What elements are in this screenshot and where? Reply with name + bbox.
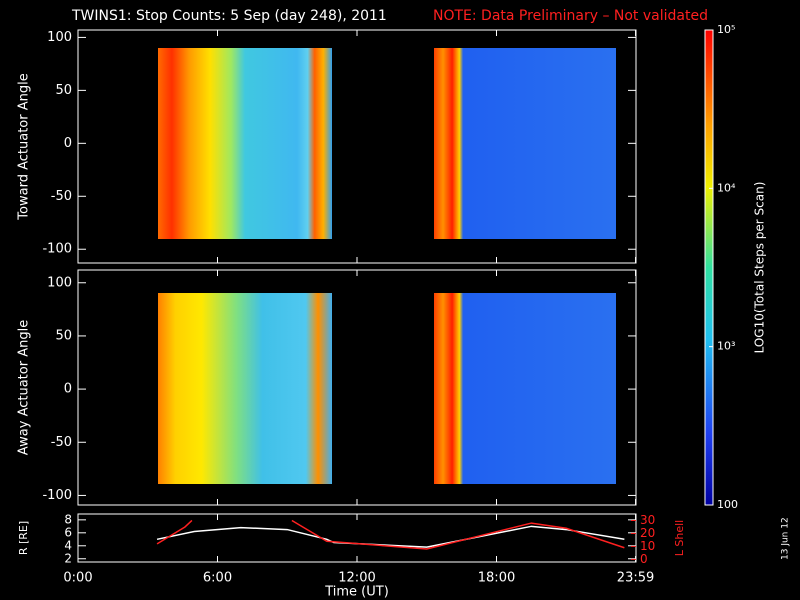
y-tick-label: 100 [47, 275, 72, 290]
x-tick-label: 18:00 [478, 571, 515, 586]
colorbar-tick-label: 100 [717, 498, 738, 511]
y2-axis-label: L Shell [673, 520, 686, 556]
y2-tick-label: 0 [640, 552, 648, 566]
x-tick-label: 6:00 [203, 571, 232, 586]
y-tick-label: 50 [55, 328, 72, 343]
colorbar-tick-label: 10⁵ [717, 23, 735, 36]
y-tick-label: 0 [64, 136, 72, 151]
y-tick-label: -50 [51, 189, 72, 204]
y-axis-label: Toward Actuator Angle [17, 73, 32, 220]
colorbar-label: LOG10(Total Steps per Scan) [753, 182, 767, 354]
colorbar-tick-label: 10³ [717, 340, 735, 353]
x-tick-label: 23:59 [617, 571, 654, 586]
series-line [156, 525, 625, 548]
colorbar-tick-label: 10⁴ [717, 181, 736, 194]
x-tick-label: 12:00 [338, 571, 375, 586]
y-tick-label: -100 [42, 488, 72, 503]
y-tick-label: 0 [64, 382, 72, 397]
y2-tick-label: 10 [640, 539, 655, 553]
series-line [156, 519, 625, 550]
y-tick-label: 50 [55, 83, 72, 98]
x-tick-label: 0:00 [63, 571, 92, 586]
y-axis-label: Away Actuator Angle [17, 320, 32, 455]
y-tick-label: -50 [51, 435, 72, 450]
y-tick-label: -100 [42, 242, 72, 257]
y-tick-label: 6 [64, 525, 72, 539]
y-tick-label: 8 [64, 512, 72, 526]
y2-tick-label: 20 [640, 526, 655, 540]
y-axis-label: R [RE] [17, 521, 30, 555]
stamp: 13 Jun 12 [781, 517, 791, 560]
note: NOTE: Data Preliminary – Not validated [433, 8, 708, 24]
title: TWINS1: Stop Counts: 5 Sep (day 248), 20… [71, 8, 387, 24]
y-tick-label: 4 [64, 538, 72, 552]
x-axis-label: Time (UT) [324, 585, 389, 600]
y-tick-label: 2 [64, 551, 72, 565]
y-tick-label: 100 [47, 30, 72, 45]
colorbar [704, 29, 714, 506]
spectrogram [158, 48, 616, 484]
y2-tick-label: 30 [640, 513, 655, 527]
